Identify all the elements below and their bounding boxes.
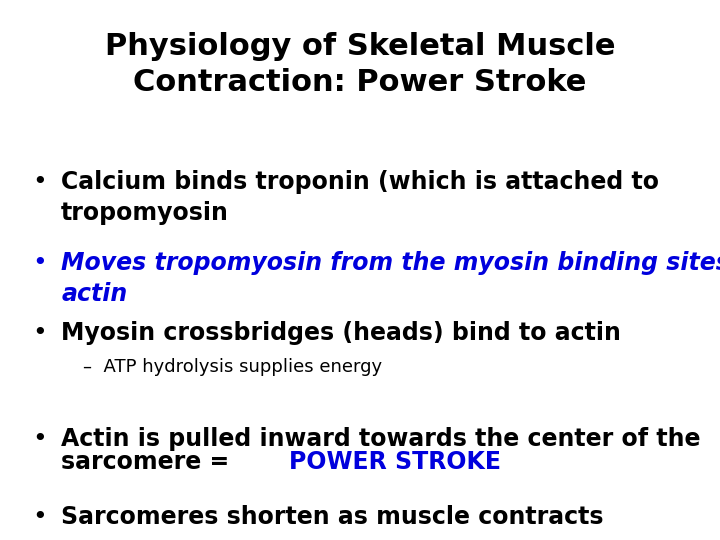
Text: Sarcomeres shorten as muscle contracts: Sarcomeres shorten as muscle contracts [61,505,603,529]
Text: Myosin crossbridges (heads) bind to actin: Myosin crossbridges (heads) bind to acti… [61,321,621,345]
Text: •: • [32,505,47,529]
Text: •: • [32,427,47,450]
Text: •: • [32,170,47,194]
Text: POWER STROKE: POWER STROKE [289,449,501,474]
Text: •: • [32,321,47,345]
Text: sarcomere =: sarcomere = [61,449,238,474]
Text: –  ATP hydrolysis supplies energy: – ATP hydrolysis supplies energy [83,358,382,376]
Text: Calcium binds troponin (which is attached to
tropomyosin: Calcium binds troponin (which is attache… [61,170,660,225]
Text: Actin is pulled inward towards the center of the: Actin is pulled inward towards the cente… [61,427,701,450]
Text: Moves tropomyosin from the myosin binding sites on
actin: Moves tropomyosin from the myosin bindin… [61,251,720,306]
Text: •: • [32,251,47,275]
Text: Physiology of Skeletal Muscle
Contraction: Power Stroke: Physiology of Skeletal Muscle Contractio… [104,32,616,97]
